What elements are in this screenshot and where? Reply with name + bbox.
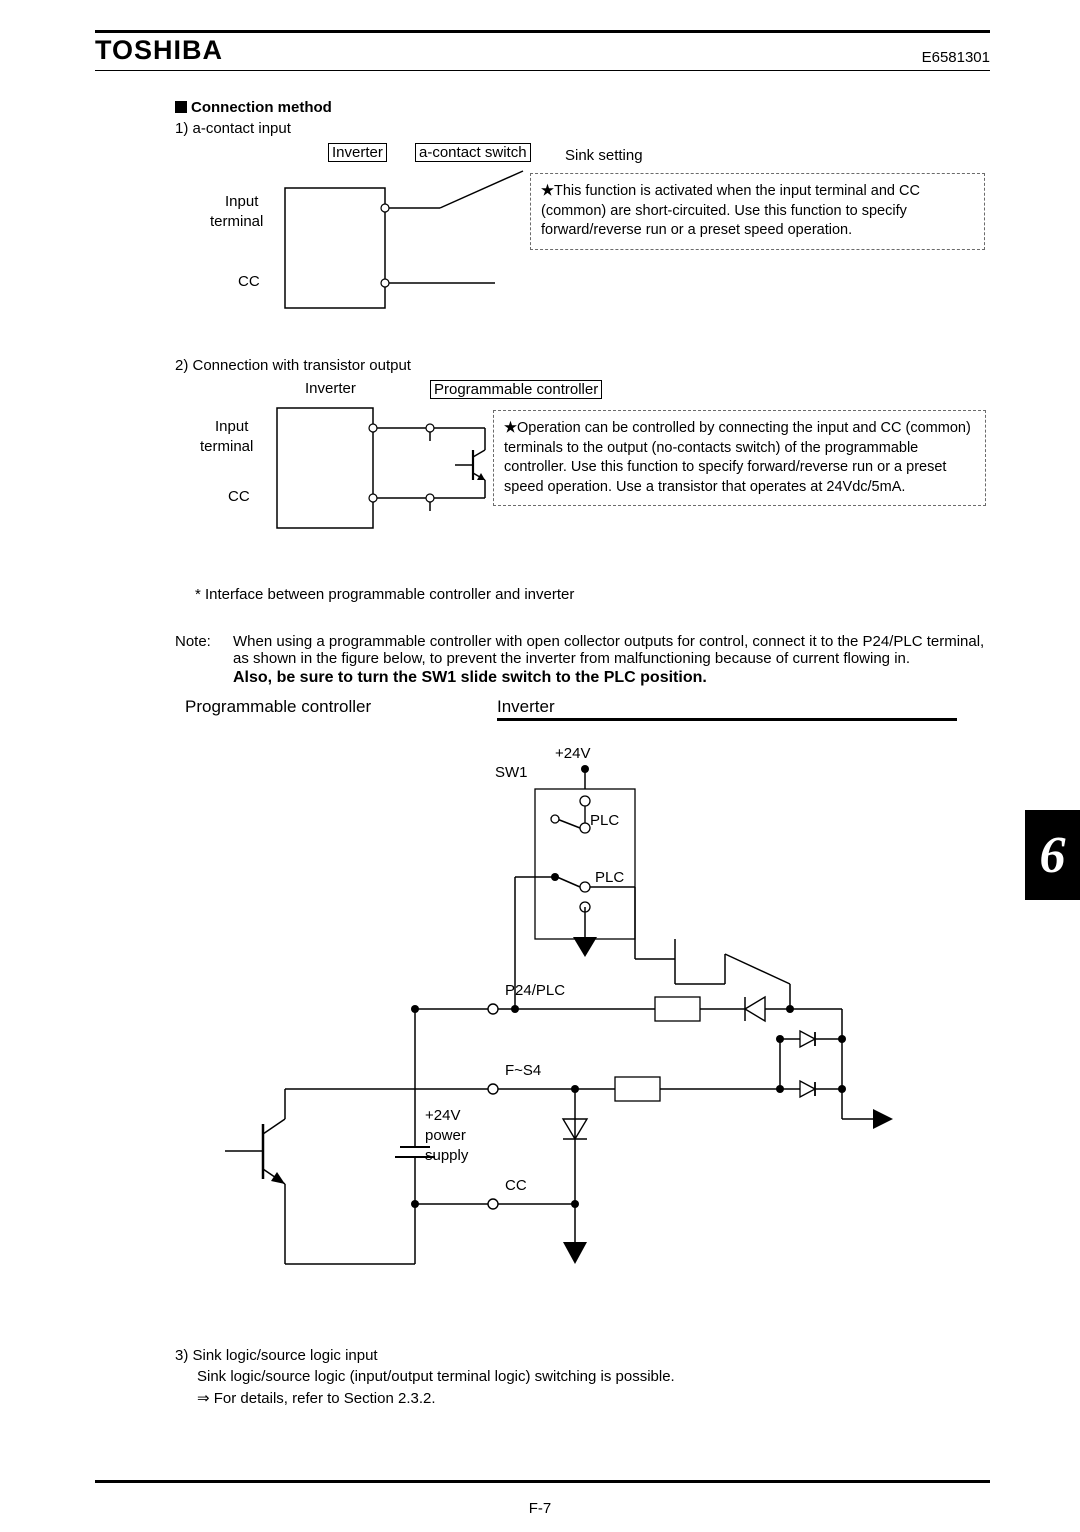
brand-logo: TOSHIBA <box>95 35 223 66</box>
diag3-fs4: F~S4 <box>505 1062 541 1079</box>
note-box-2: ★Operation can be controlled by connecti… <box>493 410 986 506</box>
input-label-2b: terminal <box>200 438 253 455</box>
sub-rule <box>95 70 990 71</box>
switch-label-1: a-contact switch <box>415 143 531 162</box>
item3-heading: 3) Sink logic/source logic input <box>175 1347 990 1364</box>
chapter-num: 6 <box>1040 826 1066 885</box>
input-label-2a: Input <box>215 418 248 435</box>
cc-label-2: CC <box>228 488 250 505</box>
diag3-pc-label: Programmable controller <box>185 697 371 717</box>
interface-note: * Interface between programmable control… <box>195 586 990 603</box>
item3-line2-text: For details, refer to Section 2.3.2. <box>210 1390 436 1407</box>
sink-label-1: Sink setting <box>565 147 643 164</box>
pc-label-2: Programmable controller <box>430 380 602 399</box>
page-number: F-7 <box>0 1500 1080 1517</box>
item2-heading: 2) Connection with transistor output <box>175 357 990 374</box>
note-bold: Also, be sure to turn the SW1 slide swit… <box>233 669 990 687</box>
diag3-p24plc: P24/PLC <box>505 982 565 999</box>
chapter-badge: 6 <box>1025 810 1080 900</box>
diag3-psu2: power <box>425 1127 466 1144</box>
diag3-inv-label: Inverter <box>497 697 555 717</box>
diag3-v24: +24V <box>555 745 590 762</box>
diag3-cc: CC <box>505 1177 527 1194</box>
section-title: Connection method <box>175 99 990 116</box>
item3-line2: ⇒ For details, refer to Section 2.3.2. <box>197 1389 990 1407</box>
cc-label-1: CC <box>238 273 260 290</box>
item3-line1: Sink logic/source logic (input/output te… <box>197 1368 990 1385</box>
diag3-plc2: PLC <box>595 869 624 886</box>
note-text-1: This function is activated when the inpu… <box>541 183 920 238</box>
diag3-plc1: PLC <box>590 812 619 829</box>
header: TOSHIBA E6581301 <box>95 35 990 66</box>
note-box-1: ★This function is activated when the inp… <box>530 173 985 250</box>
item3-arrow: ⇒ <box>197 1390 210 1407</box>
diag3-psu1: +24V <box>425 1107 460 1124</box>
top-rule <box>95 30 990 33</box>
section-title-text: Connection method <box>191 99 332 116</box>
input-label-1b: terminal <box>210 213 263 230</box>
diag3-psu3: supply <box>425 1147 468 1164</box>
note-label: Note: <box>175 633 233 667</box>
doc-number: E6581301 <box>922 49 990 66</box>
diagram-3 <box>185 719 965 1339</box>
diagram-1 <box>265 143 545 318</box>
inverter-label-2: Inverter <box>305 380 356 397</box>
inverter-label-1: Inverter <box>328 143 387 162</box>
note-text-2: Operation can be controlled by connectin… <box>504 420 971 495</box>
diag3-sw1: SW1 <box>495 764 528 781</box>
note-body: When using a programmable controller wit… <box>233 633 984 667</box>
input-label-1a: Input <box>225 193 258 210</box>
bottom-rule <box>95 1480 990 1483</box>
item1-heading: 1) a-contact input <box>175 120 990 137</box>
